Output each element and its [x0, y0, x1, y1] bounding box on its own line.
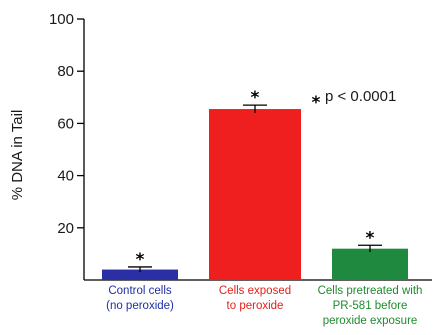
category-label: to peroxide	[227, 300, 284, 312]
legend: * p < 0.0001	[312, 88, 397, 113]
significance-marker: *	[251, 88, 260, 108]
y-axis-label: % DNA in Tail	[9, 110, 26, 201]
y-tick-label: 20	[57, 220, 74, 237]
y-tick-label: 100	[49, 11, 74, 28]
bar	[332, 248, 408, 280]
category-label: Cells pretreated with	[318, 285, 423, 297]
category-label: (no peroxide)	[106, 300, 174, 312]
category-label: peroxide exposure	[323, 315, 418, 327]
legend-symbol: *	[312, 93, 321, 113]
legend-text: p < 0.0001	[325, 88, 396, 105]
y-tick-label: 60	[57, 115, 74, 132]
category-label: PR-581 before	[333, 300, 408, 312]
bar	[102, 269, 178, 280]
y-tick-label: 40	[57, 168, 74, 185]
y-tick-label: 80	[57, 63, 74, 80]
bars: * * *	[102, 88, 408, 280]
category-label: Control cells	[108, 285, 172, 297]
category-label: Cells exposed	[219, 285, 291, 297]
significance-marker: *	[136, 250, 145, 270]
category-labels: Control cells (no peroxide) Cells exposed t…	[106, 285, 422, 327]
significance-marker: *	[366, 228, 375, 248]
bar	[209, 109, 301, 280]
